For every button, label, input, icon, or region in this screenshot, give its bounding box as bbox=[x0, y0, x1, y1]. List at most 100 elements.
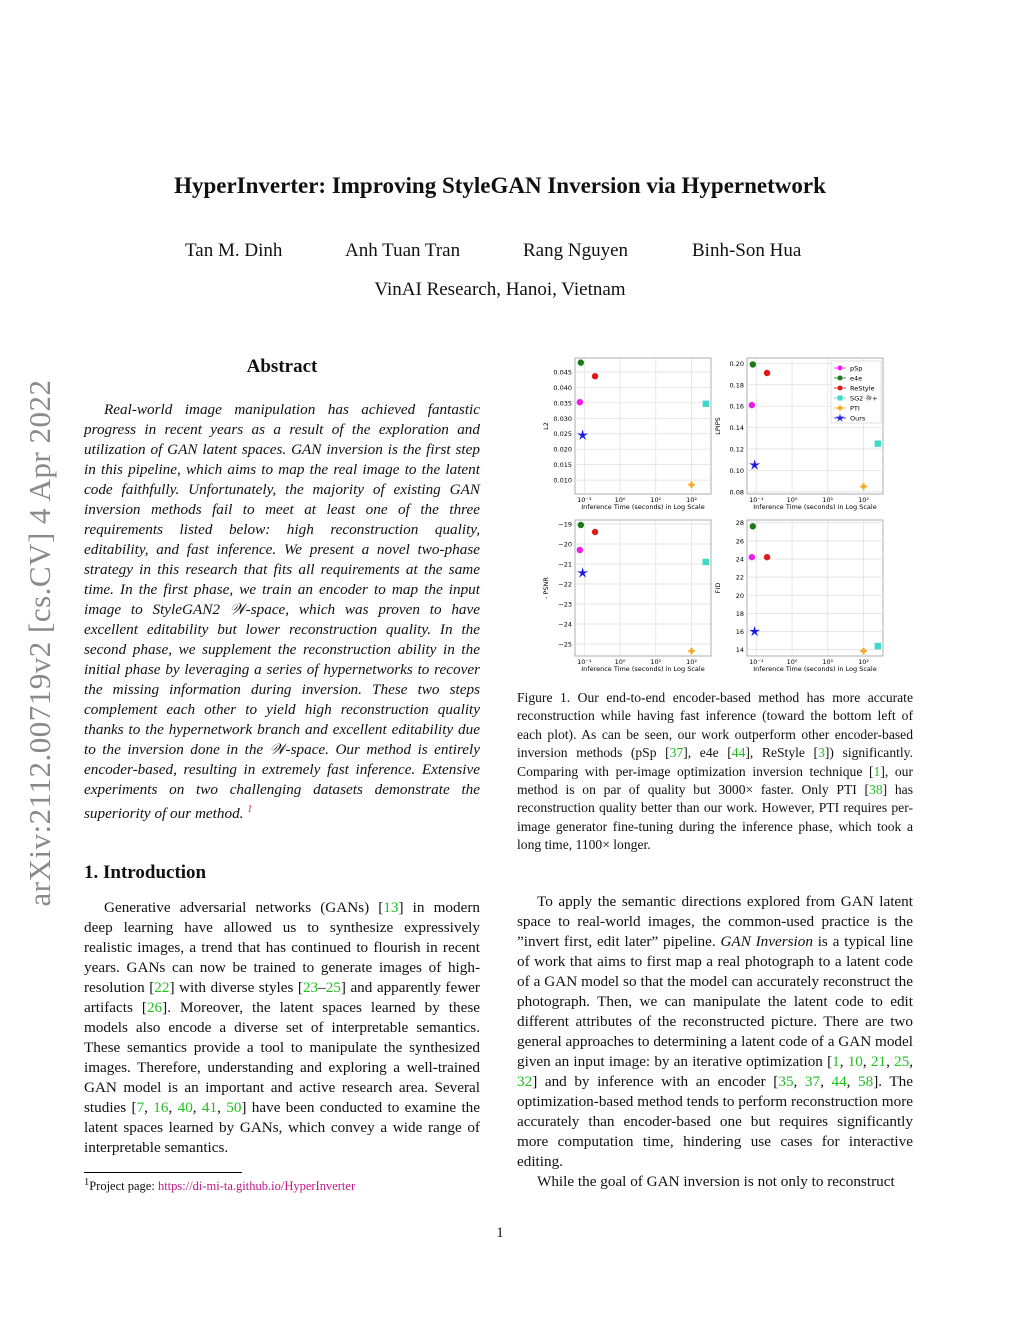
text-run: ] and apparently fewer artifacts [ bbox=[84, 979, 480, 1016]
citation-link[interactable]: 44 bbox=[831, 1073, 847, 1090]
text-run: ] has reconstruction quality better than… bbox=[517, 782, 913, 853]
y-tick-label: 0.18 bbox=[730, 381, 744, 389]
citation-link[interactable]: 22 bbox=[154, 979, 170, 996]
citation-link[interactable]: 1 bbox=[832, 1053, 840, 1070]
sg2--marker bbox=[702, 400, 709, 407]
citation-link[interactable]: 1 bbox=[873, 763, 881, 779]
text-run: Figure 1. Our end-to-end encoder-based m… bbox=[517, 690, 913, 761]
text-run: , bbox=[144, 1099, 154, 1116]
x-tick-label: 10⁻¹ bbox=[749, 658, 764, 666]
abstract-text: Real-world image manipulation has achiev… bbox=[84, 400, 480, 824]
plot-psnr: 10⁻¹ 10⁰ 10¹ 10² −25 −24 −23 −22 −21 −20 −19 Infere… bbox=[542, 519, 712, 673]
right-column-text: To apply the semantic directions explore… bbox=[517, 892, 913, 1192]
y-tick-label: 0.025 bbox=[553, 430, 572, 438]
ours-marker bbox=[577, 567, 589, 578]
x-tick-label: 10² bbox=[686, 658, 697, 666]
plot-frame bbox=[746, 519, 884, 657]
citation-link[interactable]: 25 bbox=[325, 979, 341, 996]
y-tick-label: 0.20 bbox=[730, 360, 744, 368]
x-tick-label: 10⁰ bbox=[787, 658, 798, 666]
x-tick-label: 10⁰ bbox=[787, 496, 798, 504]
introduction-heading: 1. Introduction bbox=[84, 862, 207, 883]
citation-link[interactable]: 3 bbox=[818, 745, 825, 761]
author: Anh Tuan Tran bbox=[345, 240, 461, 261]
text-run: , bbox=[793, 1073, 805, 1090]
text-run: To apply the semantic directions explore… bbox=[517, 893, 913, 950]
citation-link[interactable]: 23 bbox=[302, 979, 319, 996]
legend-label: pSp bbox=[850, 364, 862, 372]
x-axis-label: Inference Time (seconds) in Log Scale bbox=[581, 665, 704, 673]
psp-marker bbox=[748, 401, 756, 409]
x-axis-label: Inference Time (seconds) in Log Scale bbox=[753, 665, 876, 673]
author: Binh-Son Hua bbox=[692, 240, 802, 261]
e4e-marker bbox=[577, 521, 585, 529]
text-run: , bbox=[909, 1053, 914, 1070]
pti-marker bbox=[860, 647, 867, 655]
text-run: ]. The optimization-based method tends t… bbox=[517, 1073, 913, 1170]
affiliation: VinAI Research, Hanoi, Vietnam bbox=[374, 279, 626, 300]
y-tick-label: 0.010 bbox=[553, 477, 572, 485]
legend-label: Ours bbox=[850, 414, 866, 422]
ours-marker bbox=[835, 413, 845, 422]
text-run: ], our method is on par of quality but 3… bbox=[517, 763, 913, 798]
page-number: 1 bbox=[496, 1225, 504, 1241]
author: Rang Nguyen bbox=[523, 240, 629, 261]
citation-link[interactable]: 7 bbox=[136, 1099, 145, 1116]
text-run: While the goal of GAN inversion is not o… bbox=[537, 1173, 895, 1190]
y-tick-label: −24 bbox=[558, 621, 572, 629]
citation-link[interactable]: 58 bbox=[858, 1073, 874, 1090]
citation-link[interactable]: 32 bbox=[517, 1073, 533, 1090]
footnote-ref[interactable]: 1 bbox=[247, 804, 253, 815]
arxiv-stamp: arXiv:2112.00719v2 [cs.CV] 4 Apr 2022 bbox=[22, 379, 57, 907]
citation-link[interactable]: 25 bbox=[894, 1053, 910, 1070]
y-axis-label: - PSNR bbox=[542, 577, 550, 599]
plot-frame bbox=[574, 519, 712, 657]
legend-label: PTI bbox=[850, 404, 860, 412]
y-tick-label: 0.035 bbox=[553, 399, 572, 407]
y-tick-label: 14 bbox=[736, 646, 744, 654]
paragraph: Generative adversarial networks (GANs) [… bbox=[84, 898, 480, 1158]
paragraph: Real-world image manipulation has achiev… bbox=[84, 400, 480, 824]
psp-marker bbox=[576, 399, 584, 406]
y-axis-label: LPIPS bbox=[714, 417, 722, 435]
citation-link[interactable]: 37 bbox=[804, 1073, 821, 1090]
y-tick-label: 0.020 bbox=[553, 446, 572, 454]
y-tick-label: 24 bbox=[736, 555, 744, 563]
x-tick-label: 10¹ bbox=[822, 658, 833, 666]
y-tick-label: 26 bbox=[736, 537, 744, 545]
plot-fid: 10⁻¹ 10⁰ 10¹ 10² 14 16 18 20 22 24 26 28 Inference T… bbox=[714, 519, 884, 673]
y-tick-label: 20 bbox=[736, 592, 744, 600]
pti-marker bbox=[688, 481, 695, 488]
y-tick-label: −22 bbox=[558, 581, 572, 589]
citation-link[interactable]: 41 bbox=[201, 1099, 218, 1116]
citation-link[interactable]: 21 bbox=[870, 1053, 887, 1070]
text-run: ] and by inference with an encoder [ bbox=[532, 1073, 779, 1090]
y-tick-label: −25 bbox=[558, 641, 572, 649]
citation-link[interactable]: 10 bbox=[847, 1053, 863, 1070]
plot-lpips: 10⁻¹ 10⁰ 10¹ 10² 0.08 0.10 0.12 0.14 0.16 0.18 0.2… bbox=[714, 357, 884, 511]
text-run: is a typical line of work that aims to f… bbox=[517, 933, 913, 1070]
e4e-marker bbox=[577, 359, 585, 366]
citation-link[interactable]: 38 bbox=[869, 782, 883, 798]
citation-link[interactable]: 40 bbox=[177, 1099, 193, 1116]
text-run: – bbox=[318, 979, 326, 996]
sg2--marker bbox=[874, 642, 881, 650]
citation-link[interactable]: 44 bbox=[731, 745, 746, 761]
citation-link[interactable]: 37 bbox=[669, 745, 684, 761]
citation-link[interactable]: 13 bbox=[383, 899, 399, 916]
citation-link[interactable]: 50 bbox=[226, 1099, 242, 1116]
text-run: ] with diverse styles [ bbox=[169, 979, 303, 996]
project-page-link[interactable]: https://di-mi-ta.github.io/HyperInverter bbox=[157, 1179, 356, 1194]
legend-label: e4e bbox=[850, 374, 862, 382]
footnote-mark: 1 bbox=[84, 1177, 90, 1188]
legend-label: SG2 𝒲+ bbox=[850, 394, 878, 402]
citation-link[interactable]: 16 bbox=[153, 1099, 169, 1116]
x-tick-label: 10⁰ bbox=[615, 658, 626, 666]
sg2--marker bbox=[702, 558, 709, 566]
citation-link[interactable]: 35 bbox=[778, 1073, 794, 1090]
text-run: ]) significantly. Comparing with per-ima… bbox=[517, 745, 913, 779]
abstract-heading: Abstract bbox=[246, 356, 318, 377]
restyle-marker bbox=[837, 385, 843, 391]
text-run: ] in modern deep learning have allowed u… bbox=[84, 899, 480, 996]
citation-link[interactable]: 26 bbox=[146, 999, 163, 1016]
